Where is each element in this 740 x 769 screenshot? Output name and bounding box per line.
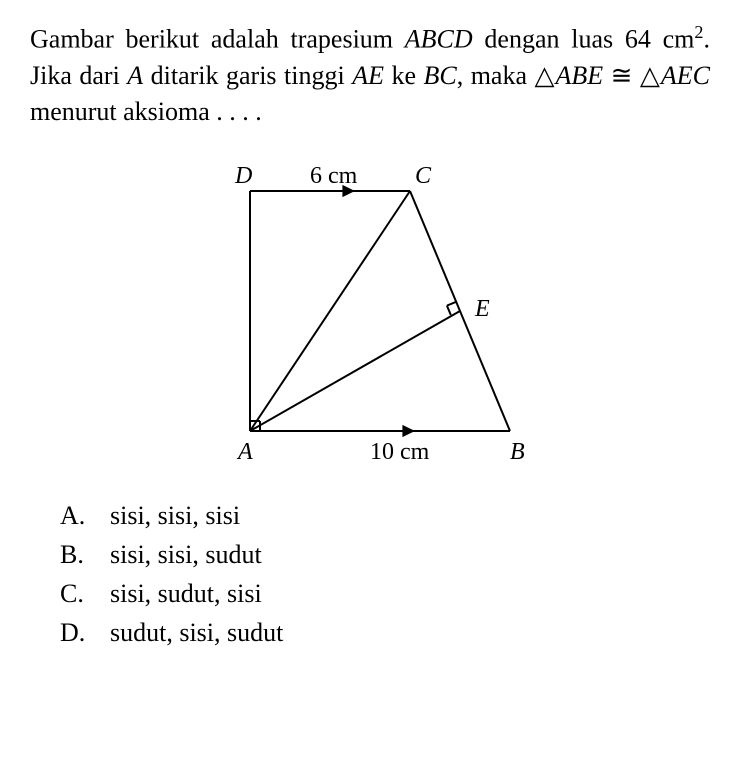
text-part: ditarik garis tinggi — [143, 61, 352, 90]
svg-text:B: B — [510, 439, 525, 465]
text-part: ke — [384, 61, 424, 90]
svg-text:10 cm: 10 cm — [370, 439, 430, 465]
svg-text:E: E — [474, 296, 490, 322]
text-part: menurut aksioma . . . . — [30, 97, 262, 126]
var-ae: AE — [352, 61, 384, 90]
answer-letter: A. — [60, 496, 110, 535]
tri-abe: ABE — [555, 61, 603, 90]
congruent: ≅ △ — [603, 61, 661, 90]
answer-text: sisi, sudut, sisi — [110, 574, 262, 613]
var-abcd: ABCD — [405, 25, 473, 54]
var-a: A — [127, 61, 143, 90]
svg-text:D: D — [234, 163, 252, 189]
answer-option: D. sudut, sisi, sudut — [60, 613, 710, 652]
tri-aec: AEC — [661, 61, 710, 90]
answer-letter: B. — [60, 535, 110, 574]
answer-list: A. sisi, sisi, sisi B. sisi, sisi, sudut… — [30, 496, 710, 652]
svg-text:A: A — [236, 439, 253, 465]
text-part: , maka △ — [457, 61, 556, 90]
svg-text:6 cm: 6 cm — [310, 163, 358, 189]
answer-option: C. sisi, sudut, sisi — [60, 574, 710, 613]
text-part: dengan luas 64 cm — [473, 25, 695, 54]
answer-option: A. sisi, sisi, sisi — [60, 496, 710, 535]
answer-text: sudut, sisi, sudut — [110, 613, 283, 652]
answer-option: B. sisi, sisi, sudut — [60, 535, 710, 574]
answer-letter: D. — [60, 613, 110, 652]
answer-text: sisi, sisi, sudut — [110, 535, 262, 574]
text-part: Gambar berikut adalah trapesium — [30, 25, 405, 54]
problem-statement: Gambar berikut adalah trapesium ABCD den… — [30, 20, 710, 131]
var-bc: BC — [423, 61, 456, 90]
svg-text:C: C — [415, 163, 432, 189]
figure-container: D C A B E 6 cm 10 cm — [30, 151, 710, 471]
answer-text: sisi, sisi, sisi — [110, 496, 240, 535]
trapezium-figure: D C A B E 6 cm 10 cm — [190, 151, 550, 471]
answer-letter: C. — [60, 574, 110, 613]
